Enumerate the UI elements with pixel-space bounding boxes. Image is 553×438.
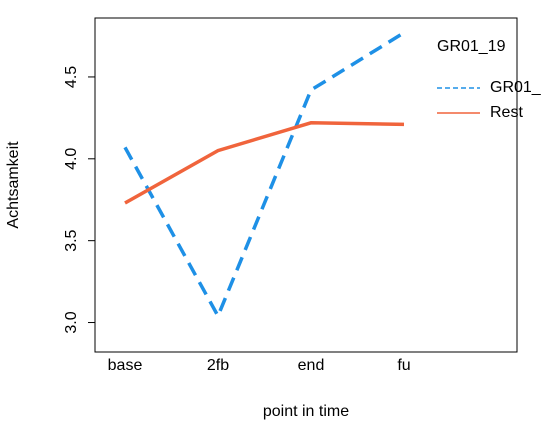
y-tick-label: 3.0 xyxy=(63,311,80,333)
y-tick-label: 4.5 xyxy=(63,66,80,88)
y-tick-label: 4.0 xyxy=(63,148,80,170)
x-tick-label: fu xyxy=(397,357,410,374)
legend-label: Rest xyxy=(490,104,523,121)
series-line xyxy=(123,31,405,321)
x-tick-label: end xyxy=(298,357,325,374)
y-tick-label: 3.5 xyxy=(63,229,80,251)
series-line xyxy=(124,121,405,205)
x-tick-label: base xyxy=(108,357,143,374)
legend-label: GR01_ xyxy=(490,79,542,96)
y-axis-label: Achtsamkeit xyxy=(5,141,22,229)
x-tick-label: 2fb xyxy=(207,357,229,374)
legend-title: GR01_19 xyxy=(437,38,506,55)
x-axis-label: point in time xyxy=(263,403,349,420)
plot-frame xyxy=(94,17,518,353)
